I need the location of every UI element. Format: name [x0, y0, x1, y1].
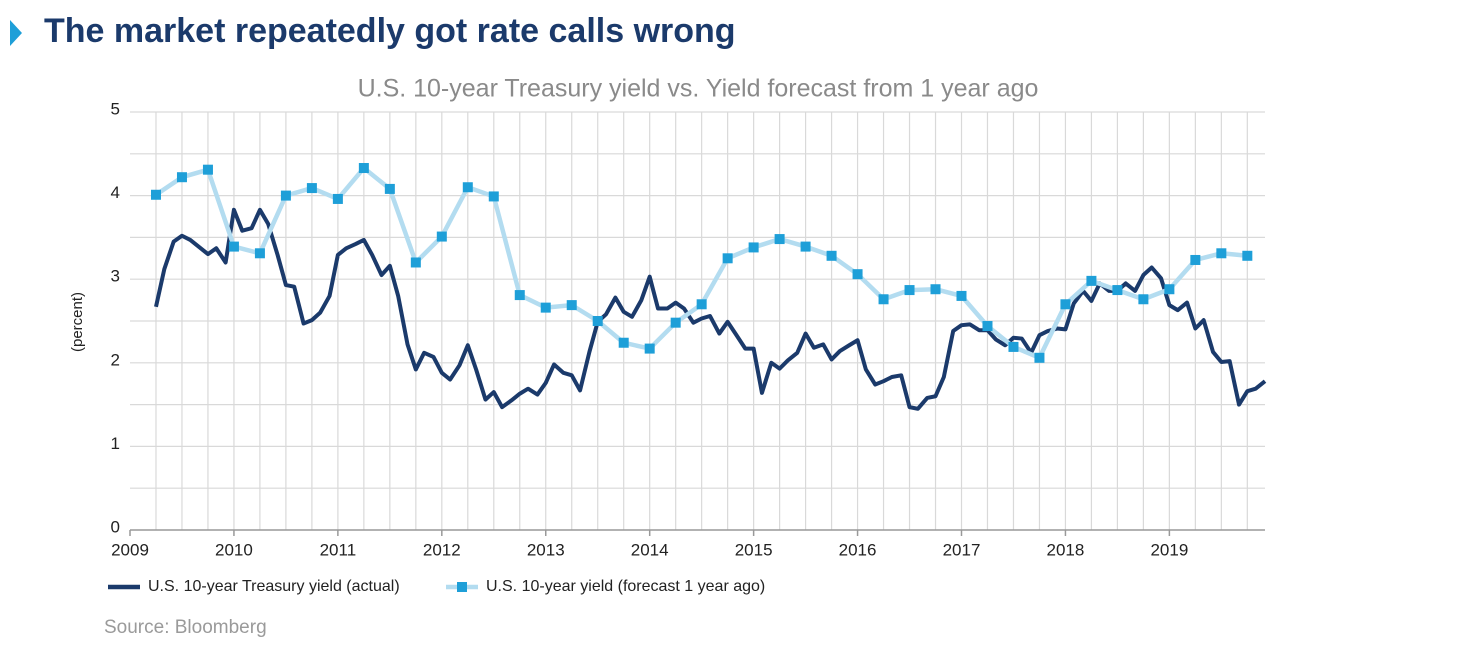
- marker: [280, 190, 291, 201]
- x-tick-label: 2013: [527, 540, 565, 559]
- marker: [306, 183, 317, 194]
- x-tick-label: 2014: [631, 540, 669, 559]
- marker: [956, 290, 967, 301]
- marker: [696, 299, 707, 310]
- marker: [384, 183, 395, 194]
- marker: [176, 172, 187, 183]
- x-tick-label: 2018: [1047, 540, 1085, 559]
- marker: [592, 316, 603, 326]
- marker: [670, 317, 681, 328]
- source: Source: Bloomberg: [104, 617, 267, 638]
- y-tick-label: 3: [111, 267, 120, 286]
- marker: [1008, 341, 1019, 352]
- marker: [332, 193, 343, 204]
- x-tick-label: 2017: [943, 540, 981, 559]
- y-tick-label: 4: [111, 183, 120, 202]
- marker: [1216, 248, 1227, 259]
- marker: [150, 189, 161, 200]
- marker: [1086, 275, 1097, 286]
- legend-label: U.S. 10-year Treasury yield (actual): [148, 578, 400, 595]
- marker: [800, 241, 811, 252]
- marker: [982, 321, 993, 332]
- marker: [540, 302, 551, 313]
- x-tick-label: 2016: [839, 540, 877, 559]
- marker: [644, 343, 655, 354]
- marker: [1138, 294, 1149, 305]
- y-tick-label: 5: [111, 99, 120, 118]
- y-tick-label: 0: [111, 517, 120, 536]
- marker: [852, 269, 863, 280]
- marker: [618, 337, 629, 348]
- y-axis-label: (percent): [69, 292, 86, 352]
- title-marker: [10, 20, 22, 46]
- marker: [566, 300, 577, 311]
- marker: [1112, 285, 1123, 296]
- marker: [826, 250, 837, 261]
- marker: [228, 241, 239, 252]
- marker: [1242, 250, 1253, 261]
- marker: [722, 253, 733, 264]
- marker: [748, 242, 759, 253]
- x-tick-label: 2009: [111, 540, 149, 559]
- marker: [202, 164, 213, 175]
- marker: [878, 294, 889, 305]
- x-tick-label: 2012: [423, 540, 461, 559]
- y-tick-label: 1: [111, 434, 120, 453]
- x-tick-label: 2015: [735, 540, 773, 559]
- marker: [1034, 352, 1045, 363]
- marker: [904, 285, 915, 296]
- marker: [1060, 299, 1071, 310]
- marker: [514, 290, 525, 301]
- x-tick-label: 2010: [215, 540, 253, 559]
- chart-subtitle: U.S. 10-year Treasury yield vs. Yield fo…: [358, 75, 1039, 103]
- y-tick-label: 2: [111, 350, 120, 369]
- marker: [930, 284, 941, 295]
- marker: [462, 182, 473, 193]
- marker: [410, 257, 421, 268]
- marker: [488, 191, 499, 202]
- x-tick-label: 2019: [1150, 540, 1188, 559]
- chart-title: The market repeatedly got rate calls wro…: [44, 12, 736, 50]
- marker: [1164, 284, 1175, 295]
- series-line: [154, 207, 1267, 411]
- marker: [774, 234, 785, 245]
- x-tick-label: 2011: [320, 540, 357, 559]
- marker: [436, 231, 447, 242]
- marker: [254, 248, 265, 259]
- marker: [1190, 254, 1201, 265]
- marker: [358, 163, 369, 174]
- legend-marker: [457, 582, 467, 592]
- legend-label: U.S. 10-year yield (forecast 1 year ago): [486, 578, 765, 595]
